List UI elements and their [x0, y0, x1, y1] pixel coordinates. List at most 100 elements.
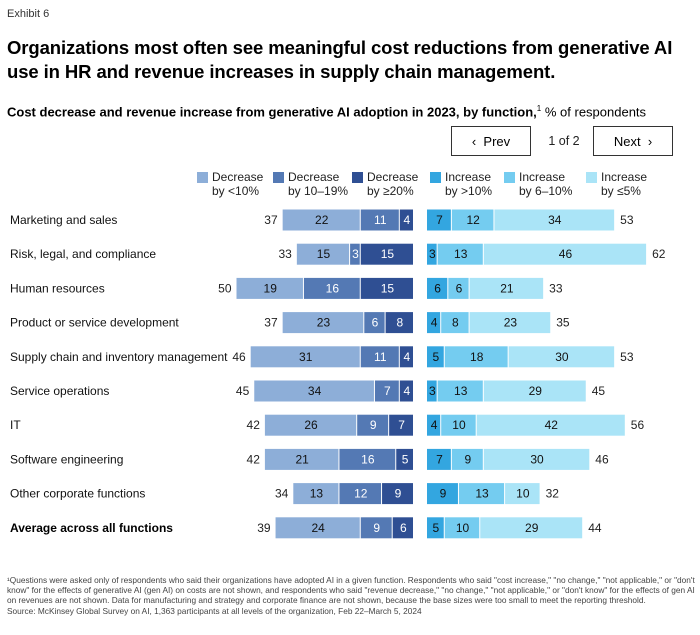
increase-segment-label: 7: [436, 452, 443, 466]
decrease-bar-segment: [264, 414, 357, 436]
decrease-segment-label: 16: [326, 281, 340, 295]
increase-total-label: 53: [620, 350, 634, 364]
increase-total-label: 33: [549, 281, 563, 295]
increase-bar-segment: [476, 414, 625, 436]
legend-label: Increase by >10%: [445, 170, 525, 198]
increase-total-label: 44: [588, 521, 602, 535]
decrease-bar-segment: [399, 209, 413, 231]
decrease-segment-label: 5: [402, 452, 409, 466]
page-indicator: 1 of 2: [548, 134, 580, 148]
decrease-segment-label: 26: [304, 418, 318, 432]
decrease-bar-segment: [339, 448, 396, 470]
footnote-text: ¹Questions were asked only of respondent…: [7, 575, 695, 606]
increase-bar-segment: [451, 448, 483, 470]
increase-bar-segment: [483, 448, 590, 470]
increase-segment-label: 23: [504, 316, 518, 330]
category-label: IT: [10, 418, 21, 432]
increase-segment-label: 8: [452, 316, 459, 330]
decrease-bar-segment: [275, 517, 360, 539]
category-label: Service operations: [10, 384, 109, 398]
decrease-bar-segment: [250, 346, 360, 368]
decrease-segment-label: 9: [373, 521, 380, 535]
increase-segment-label: 12: [466, 213, 480, 227]
decrease-bar-segment: [339, 483, 382, 505]
increase-segment-label: 3: [429, 247, 436, 261]
chart-subtitle: Cost decrease and revenue increase from …: [7, 100, 697, 121]
decrease-total-label: 50: [218, 281, 232, 295]
decrease-segment-label: 4: [404, 350, 411, 364]
subtitle-unit: % of respondents: [541, 104, 647, 120]
legend-swatch: [430, 172, 441, 183]
decrease-bar-segment: [360, 346, 399, 368]
increase-segment-label: 42: [545, 418, 559, 432]
decrease-bar-segment: [296, 243, 350, 265]
increase-bar-segment: [427, 517, 444, 539]
increase-bar-segment: [494, 209, 615, 231]
decrease-segment-label: 15: [317, 247, 331, 261]
increase-segment-label: 9: [440, 487, 447, 501]
legend-label-line2: by 10–19%: [288, 184, 349, 198]
decrease-segment-label: 7: [384, 384, 391, 398]
increase-bar-segment: [437, 380, 483, 402]
legend-label-line1: Increase: [601, 170, 648, 184]
legend-label-line2: by <10%: [212, 184, 260, 198]
legend-label: Increase by ≤5%: [601, 170, 681, 198]
legend-swatch: [586, 172, 597, 183]
increase-bar-segment: [441, 312, 469, 334]
decrease-bar-segment: [350, 243, 360, 265]
decrease-bar-segment: [392, 517, 413, 539]
next-button[interactable]: Next ›: [593, 126, 673, 156]
decrease-bar-segment: [360, 517, 392, 539]
increase-segment-label: 3: [429, 384, 436, 398]
decrease-bar-segment: [303, 277, 360, 299]
decrease-bar-segment: [282, 312, 364, 334]
decrease-segment-label: 4: [404, 213, 411, 227]
increase-segment-label: 4: [431, 418, 438, 432]
increase-bar-segment: [505, 483, 540, 505]
decrease-total-label: 39: [257, 521, 271, 535]
decrease-segment-label: 34: [308, 384, 322, 398]
increase-segment-label: 34: [548, 213, 562, 227]
category-label: Other corporate functions: [10, 487, 145, 501]
decrease-segment-label: 23: [317, 316, 331, 330]
legend-label-line2: by 6–10%: [519, 184, 573, 198]
legend-label-line2: by ≤5%: [601, 184, 641, 198]
decrease-segment-label: 22: [315, 213, 329, 227]
decrease-total-label: 33: [278, 247, 292, 261]
prev-button[interactable]: ‹ Prev: [451, 126, 531, 156]
increase-bar-segment: [480, 517, 583, 539]
decrease-bar-segment: [282, 209, 360, 231]
decrease-bar-segment: [254, 380, 374, 402]
legend-label-line1: Increase: [519, 170, 566, 184]
increase-bar-segment: [437, 243, 483, 265]
increase-segment-label: 5: [433, 350, 440, 364]
increase-bar-segment: [469, 277, 544, 299]
legend-label-line2: by ≥20%: [367, 184, 414, 198]
legend-label-line2: by >10%: [445, 184, 493, 198]
increase-segment-label: 10: [516, 487, 530, 501]
increase-total-label: 35: [556, 316, 570, 330]
category-label: Average across all functions: [10, 521, 173, 535]
decrease-bar-segment: [396, 448, 413, 470]
footnote: ¹Questions were asked only of respondent…: [7, 575, 697, 616]
decrease-segment-label: 13: [310, 487, 324, 501]
legend-label-line1: Decrease: [288, 170, 340, 184]
footnote-marker: 1: [536, 104, 542, 113]
decrease-segment-label: 7: [398, 418, 405, 432]
source-text: Source: McKinsey Global Survey on AI, 1,…: [7, 605, 422, 616]
legend-label-line1: Decrease: [212, 170, 264, 184]
increase-segment-label: 6: [456, 281, 463, 295]
decrease-bar-segment: [399, 380, 413, 402]
decrease-total-label: 42: [247, 452, 261, 466]
increase-segment-label: 21: [500, 281, 514, 295]
category-label: Risk, legal, and compliance: [10, 247, 156, 261]
increase-segment-label: 13: [454, 384, 468, 398]
increase-segment-label: 18: [470, 350, 484, 364]
exhibit-label: Exhibit 6: [7, 8, 50, 20]
decrease-total-label: 34: [275, 487, 289, 501]
decrease-bar-segment: [360, 243, 413, 265]
category-label: Marketing and sales: [10, 213, 117, 227]
increase-segment-label: 46: [559, 247, 573, 261]
decrease-segment-label: 11: [374, 350, 387, 364]
decrease-segment-label: 11: [374, 213, 387, 227]
